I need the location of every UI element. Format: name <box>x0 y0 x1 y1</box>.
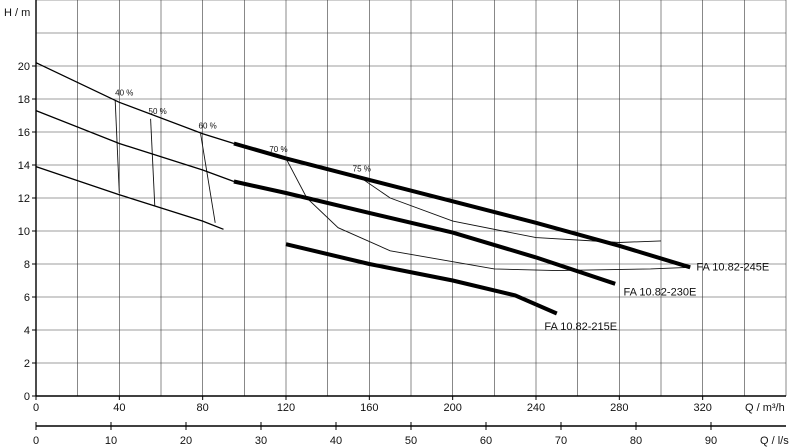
y-tick-label: 4 <box>24 325 30 337</box>
x2-tick-label: 80 <box>630 435 642 447</box>
y-axis-title: H / m <box>4 7 30 19</box>
x-tick-label: 200 <box>443 402 461 414</box>
efficiency-label: 50 % <box>149 107 167 116</box>
pump-curves <box>35 62 691 316</box>
x2-tick-label: 40 <box>330 435 342 447</box>
y-tick-label: 10 <box>18 226 30 238</box>
y-tick-label: 14 <box>18 160 30 172</box>
x2-tick-label: 10 <box>105 435 117 447</box>
x-tick-label: 320 <box>693 402 711 414</box>
x2-tick-label: 60 <box>480 435 492 447</box>
y-tick-label: 6 <box>24 292 30 304</box>
y-tick-label: 12 <box>18 193 30 205</box>
efficiency-label: 40 % <box>115 89 133 98</box>
y-tick-label: 20 <box>18 61 30 73</box>
x-axis-title: Q / m³/h <box>745 402 785 414</box>
pump-curve-bold <box>233 179 616 286</box>
efficiency-label: 70 % <box>269 145 287 154</box>
pump-curve-thin <box>35 62 235 145</box>
efficiency-lines <box>114 100 691 272</box>
x-tick-label: 240 <box>527 402 545 414</box>
efficiency-line <box>150 118 156 207</box>
y-tick-label: 16 <box>18 127 30 139</box>
x2-tick-label: 90 <box>705 435 717 447</box>
x2-tick-label: 30 <box>255 435 267 447</box>
x-tick-label: 40 <box>113 402 125 414</box>
y-tick-label: 8 <box>24 259 30 271</box>
efficiency-label: 60 % <box>199 122 217 131</box>
chart-axes <box>32 0 786 430</box>
x-tick-label: 280 <box>610 402 628 414</box>
x-tick-label: 160 <box>360 402 378 414</box>
x2-tick-label: 20 <box>180 435 192 447</box>
x2-axis-title: Q / l/s <box>760 435 789 447</box>
curve-label: FA 10.82-245E <box>696 262 769 274</box>
y-tick-label: 18 <box>18 94 30 106</box>
pump-curve-bold <box>233 141 691 270</box>
pump-curve-thin <box>35 165 224 230</box>
curve-label: FA 10.82-215E <box>544 321 617 333</box>
efficiency-label: 75 % <box>353 165 371 174</box>
x2-tick-label: 70 <box>555 435 567 447</box>
efficiency-line <box>285 158 691 272</box>
x2-tick-label: 50 <box>405 435 417 447</box>
y-tick-label: 2 <box>24 358 30 370</box>
efficiency-line <box>358 176 662 243</box>
y-tick-label: 0 <box>24 391 30 403</box>
pump-curve-bold <box>285 242 558 316</box>
efficiency-line <box>200 133 216 223</box>
x-tick-label: 0 <box>33 402 39 414</box>
x-tick-label: 80 <box>197 402 209 414</box>
x-tick-label: 120 <box>277 402 295 414</box>
pump-curve-thin <box>35 109 235 183</box>
efficiency-line <box>114 100 120 194</box>
chart-grid <box>35 0 787 397</box>
curve-label: FA 10.82-230E <box>624 286 697 298</box>
x2-tick-label: 0 <box>33 435 39 447</box>
